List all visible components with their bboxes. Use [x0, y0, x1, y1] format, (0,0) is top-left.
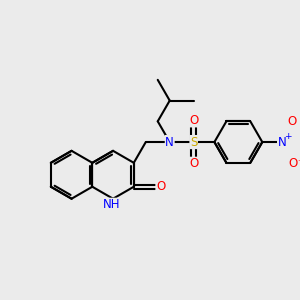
Text: +: +: [284, 131, 291, 140]
Text: O: O: [189, 114, 198, 127]
Text: N: N: [165, 136, 174, 148]
Text: O: O: [156, 180, 165, 193]
Text: ⁻: ⁻: [298, 159, 300, 169]
Text: O: O: [288, 157, 298, 170]
Text: NH: NH: [103, 198, 120, 211]
Text: O: O: [288, 115, 297, 128]
Text: S: S: [190, 136, 197, 148]
Text: O: O: [189, 157, 198, 170]
Text: N: N: [278, 136, 287, 148]
